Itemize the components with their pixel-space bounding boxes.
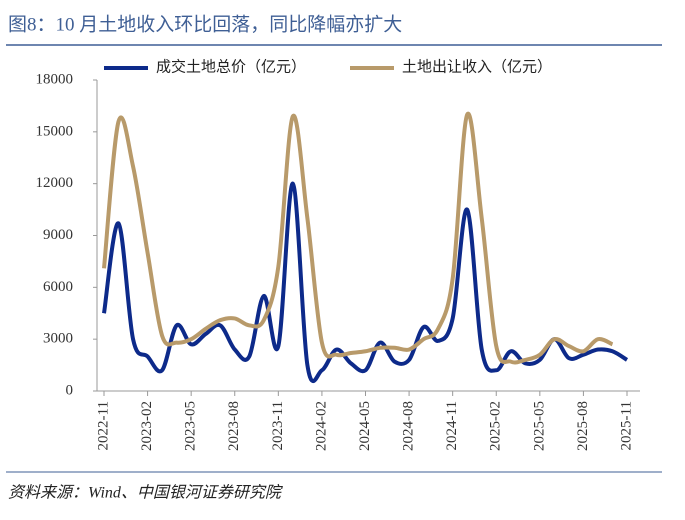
y-tick-label: 0 — [66, 382, 74, 398]
legend-label: 土地出让收入（亿元） — [402, 58, 552, 75]
x-tick-label: 2023-05 — [183, 401, 199, 451]
y-tick-label: 3000 — [43, 331, 73, 347]
x-tick-label: 2024-08 — [401, 401, 417, 451]
x-tick-label: 2025-02 — [488, 401, 504, 451]
series-line — [102, 111, 614, 365]
x-tick-label: 2024-11 — [444, 401, 460, 450]
x-tick-label: 2025-11 — [618, 401, 634, 450]
x-tick-label: 2025-08 — [575, 401, 591, 451]
x-tick-label: 2025-05 — [531, 401, 547, 451]
x-tick-label: 2024-05 — [357, 401, 373, 451]
chart-title: 图8：10 月土地收入环比回落，同比降幅亦扩大 — [8, 13, 402, 35]
legend-label: 成交土地总价（亿元） — [156, 57, 306, 75]
x-tick-label: 2023-08 — [226, 401, 242, 451]
y-tick-label: 18000 — [36, 71, 74, 87]
x-tick-label: 2024-02 — [313, 401, 329, 451]
source: 资料来源：Wind、中国银河证券研究院 — [8, 484, 284, 502]
x-tick-label: 2022-11 — [95, 401, 111, 450]
y-tick-label: 9000 — [43, 227, 73, 243]
x-tick-label: 2023-02 — [139, 401, 155, 451]
y-tick-label: 12000 — [36, 175, 74, 191]
x-tick-label: 2023-11 — [270, 401, 286, 450]
y-tick-label: 6000 — [43, 279, 73, 295]
y-tick-label: 15000 — [36, 123, 74, 139]
series-line — [102, 181, 629, 384]
